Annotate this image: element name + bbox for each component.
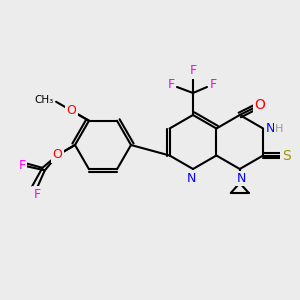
- Text: F: F: [33, 188, 40, 201]
- Text: O: O: [53, 148, 63, 161]
- Text: F: F: [167, 79, 175, 92]
- Text: S: S: [282, 148, 290, 163]
- Text: N: N: [186, 172, 196, 185]
- Text: H: H: [275, 124, 284, 134]
- Text: F: F: [209, 79, 217, 92]
- Text: F: F: [189, 64, 197, 77]
- Text: O: O: [254, 98, 265, 112]
- Text: N: N: [237, 172, 247, 185]
- Text: O: O: [67, 104, 76, 117]
- Text: N: N: [266, 122, 275, 135]
- Text: CH₃: CH₃: [35, 95, 54, 105]
- Text: F: F: [18, 159, 26, 172]
